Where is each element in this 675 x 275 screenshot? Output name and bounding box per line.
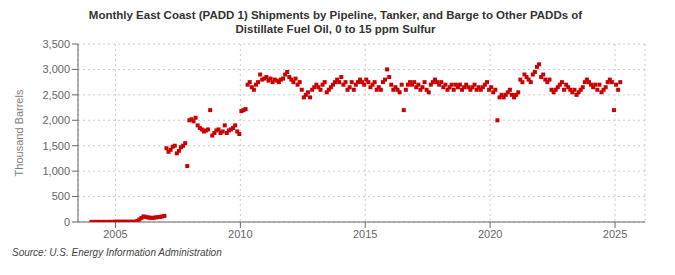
svg-text:2,500: 2,500 — [42, 89, 70, 101]
svg-text:3,500: 3,500 — [42, 38, 70, 50]
svg-text:500: 500 — [52, 190, 70, 202]
svg-text:2015: 2015 — [353, 228, 377, 240]
html-text:Source: U.S. Energy Informatio: Source: U.S. Energy Information Administ… — [12, 247, 222, 258]
svg-text:1,500: 1,500 — [42, 140, 70, 152]
svg-text:2,000: 2,000 — [42, 114, 70, 126]
html-text:Monthly East Coast (PADD 1) Sh: Monthly East Coast (PADD 1) Shipments by… — [88, 9, 583, 21]
html-text:Distillate Fuel Oil, 0 to 15 p: Distillate Fuel Oil, 0 to 15 ppm Sulfur — [235, 23, 436, 35]
svg-text:3,000: 3,000 — [42, 63, 70, 75]
svg-text:2005: 2005 — [103, 228, 127, 240]
svg-text:0: 0 — [64, 216, 70, 228]
svg-text:1,000: 1,000 — [42, 165, 70, 177]
svg-text:2020: 2020 — [478, 228, 502, 240]
svg-text:2025: 2025 — [603, 228, 627, 240]
svg-text:2010: 2010 — [228, 228, 252, 240]
svg-text:Thousand Barrels: Thousand Barrels — [13, 89, 25, 176]
